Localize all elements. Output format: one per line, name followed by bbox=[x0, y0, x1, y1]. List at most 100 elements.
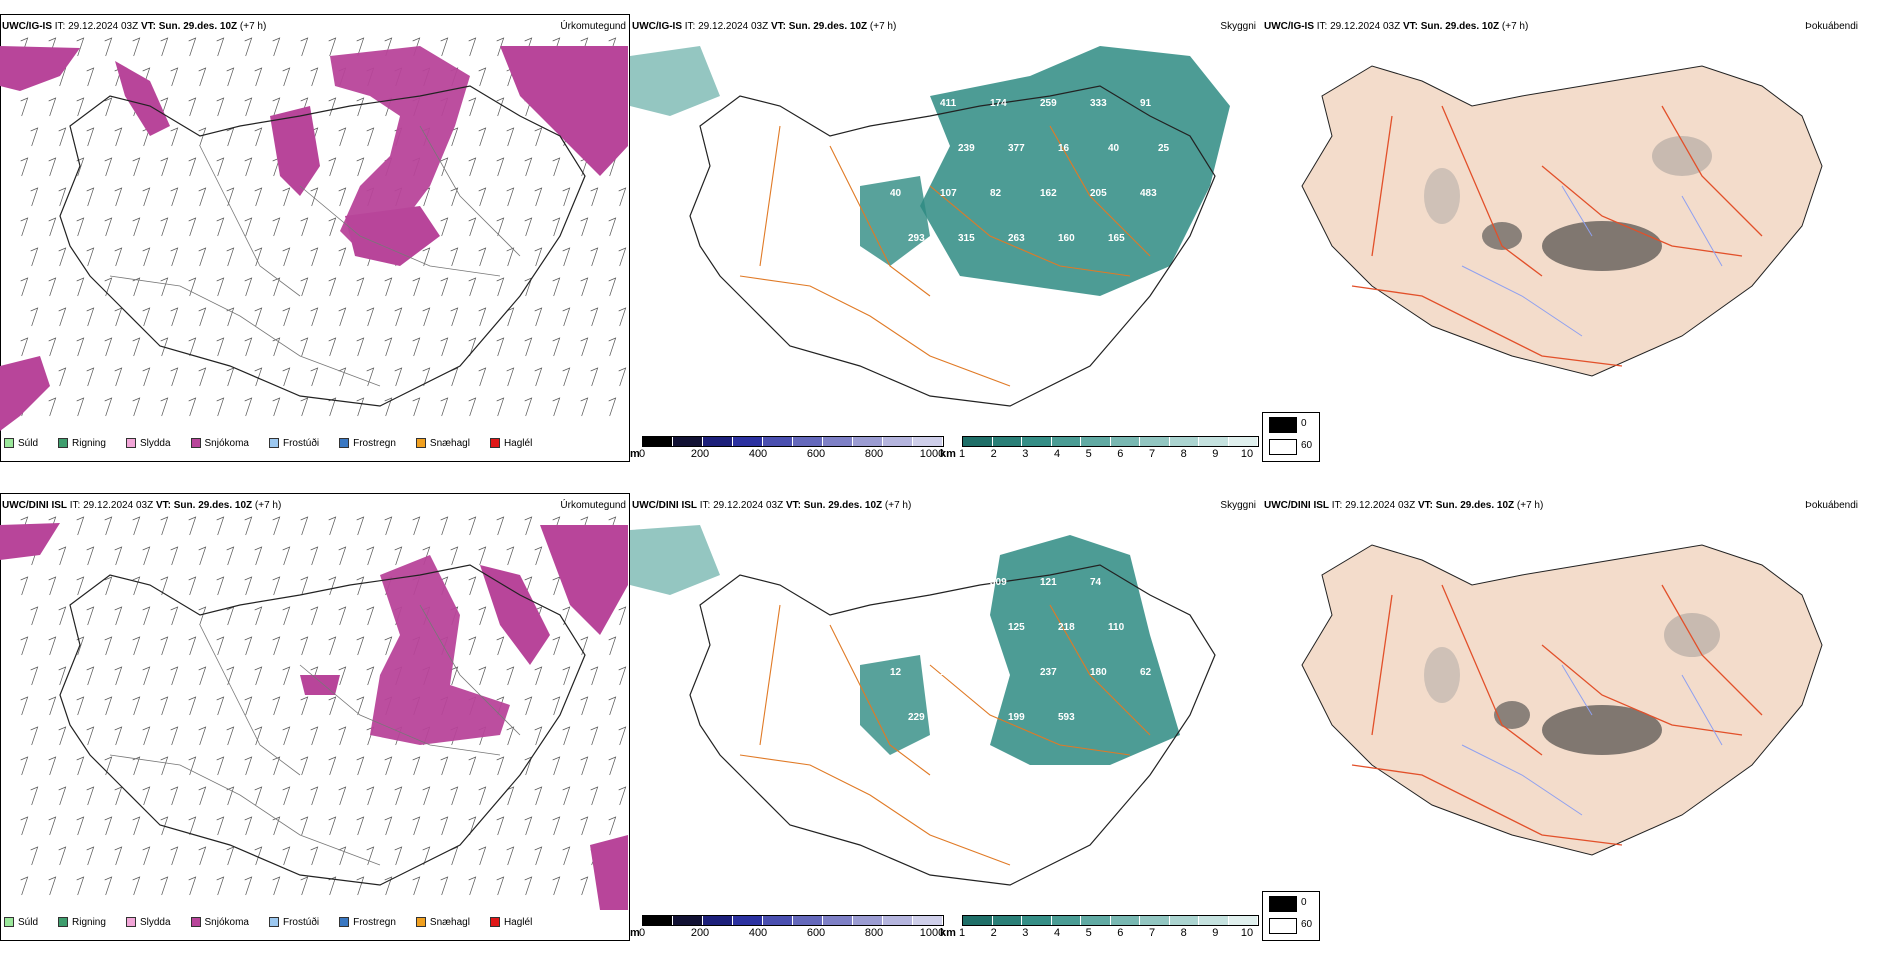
snow-area bbox=[300, 675, 340, 695]
wind-barb bbox=[254, 127, 263, 147]
wind-barb bbox=[132, 157, 141, 177]
visibility-panel: UWC/IG-IS IT: 29.12.2024 03Z VT: Sun. 29… bbox=[630, 14, 1260, 464]
wind-barb bbox=[524, 876, 533, 896]
wind-barb bbox=[534, 786, 543, 806]
wind-barb bbox=[282, 846, 291, 866]
wind-barb bbox=[310, 307, 319, 327]
wind-barb bbox=[216, 37, 225, 57]
wind-barb bbox=[254, 187, 263, 207]
roads bbox=[109, 125, 521, 387]
wind-barb bbox=[142, 606, 151, 626]
colorbar-tick: 5 bbox=[1085, 927, 1092, 939]
wind-barb bbox=[580, 277, 589, 297]
legend-item: Frostregn bbox=[339, 438, 410, 449]
wind-barb bbox=[356, 277, 365, 297]
wind-barb bbox=[468, 636, 477, 656]
wind-barb bbox=[356, 876, 365, 896]
wind-barb bbox=[132, 277, 141, 297]
wind-barb bbox=[366, 367, 375, 387]
colorbar-tick: 400 bbox=[748, 927, 768, 939]
wind-barb bbox=[58, 726, 67, 746]
model-name: UWC/DINI ISL bbox=[1264, 500, 1329, 511]
wind-barb bbox=[142, 307, 151, 327]
wind-barb bbox=[30, 187, 39, 207]
wind-barb bbox=[132, 337, 141, 357]
wind-barb bbox=[48, 816, 57, 836]
wind-barb bbox=[104, 397, 113, 417]
colorbar-tick: 1 bbox=[958, 927, 966, 939]
wind-barb bbox=[552, 816, 561, 836]
wind-barb bbox=[254, 786, 263, 806]
colorbar-swatch bbox=[793, 916, 823, 925]
wind-barb bbox=[188, 37, 197, 57]
wind-barb bbox=[468, 816, 477, 836]
wind-barb bbox=[338, 367, 347, 387]
wind-barb bbox=[618, 726, 627, 746]
wind-barb bbox=[608, 277, 617, 297]
legend-label: Snjókoma bbox=[204, 437, 249, 449]
fog-legend: 0 60 bbox=[1262, 891, 1320, 941]
wind-barb bbox=[496, 816, 505, 836]
wind-barb bbox=[590, 367, 599, 387]
wind-barb bbox=[20, 277, 29, 297]
wind-barb bbox=[618, 786, 627, 806]
wind-barb bbox=[272, 636, 281, 656]
colorbar-swatch bbox=[1228, 437, 1258, 446]
cloud-base-label: 107 bbox=[940, 188, 957, 199]
colorbar-swatch bbox=[853, 437, 883, 446]
wind-barb bbox=[198, 367, 207, 387]
wind-barb bbox=[496, 397, 505, 417]
wind-barb bbox=[244, 277, 253, 297]
wind-barb bbox=[188, 816, 197, 836]
forecast-row-dini: UWC/DINI ISL IT: 29.12.2024 03Z VT: Sun.… bbox=[0, 493, 1900, 963]
wind-barb bbox=[328, 636, 337, 656]
wind-barb bbox=[188, 97, 197, 117]
legend-swatch bbox=[339, 438, 350, 448]
it-value: 29.12.2024 03Z bbox=[1345, 500, 1416, 511]
wind-barb bbox=[524, 217, 533, 237]
wind-barb bbox=[272, 576, 281, 596]
wind-barb bbox=[310, 67, 319, 87]
wind-barb bbox=[450, 247, 459, 267]
wind-barb bbox=[506, 726, 515, 746]
wind-barb bbox=[20, 97, 29, 117]
wind-barb bbox=[216, 157, 225, 177]
wind-barb bbox=[328, 696, 337, 716]
wind-barb bbox=[300, 516, 309, 536]
wind-barb bbox=[282, 307, 291, 327]
colorbar-tick: 9 bbox=[1212, 448, 1219, 460]
wind-barb bbox=[86, 786, 95, 806]
wind-barb bbox=[412, 876, 421, 896]
legend-swatch bbox=[489, 917, 500, 927]
wind-barb bbox=[440, 397, 449, 417]
wind-barb bbox=[468, 516, 477, 536]
land-area bbox=[1301, 544, 1823, 856]
wind-barb bbox=[524, 337, 533, 357]
wind-barb bbox=[590, 666, 599, 686]
wind-barb bbox=[170, 546, 179, 566]
wind-barb bbox=[226, 726, 235, 746]
legend-swatch bbox=[268, 917, 279, 927]
wind-barb bbox=[244, 157, 253, 177]
wind-barb bbox=[254, 67, 263, 87]
wind-barb bbox=[114, 247, 123, 267]
colorbar-tick: 2 bbox=[990, 927, 997, 939]
wind-barb bbox=[254, 846, 263, 866]
wind-barb bbox=[132, 37, 141, 57]
wind-barb bbox=[440, 876, 449, 896]
wind-barb bbox=[272, 37, 281, 57]
cloud-base-label: 162 bbox=[1040, 188, 1057, 199]
wind-barb bbox=[338, 846, 347, 866]
colorbar-swatch bbox=[1140, 916, 1170, 925]
wind-barb bbox=[76, 576, 85, 596]
wind-barb bbox=[198, 187, 207, 207]
wind-barb bbox=[170, 786, 179, 806]
wind-barb bbox=[244, 516, 253, 536]
wind-barb bbox=[160, 576, 169, 596]
wind-barb bbox=[114, 307, 123, 327]
wind-barb bbox=[366, 846, 375, 866]
wind-barb bbox=[132, 217, 141, 237]
legend-swatch bbox=[4, 438, 14, 448]
wind-barb bbox=[30, 846, 39, 866]
wind-barb bbox=[310, 247, 319, 267]
